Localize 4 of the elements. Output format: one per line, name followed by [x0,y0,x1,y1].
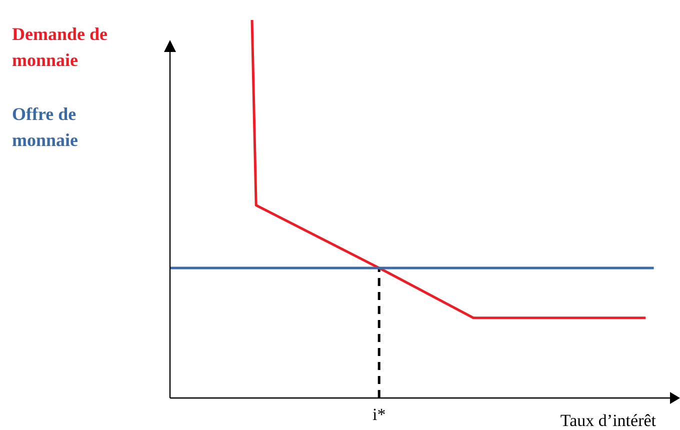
text: i* [372,405,386,424]
text: Demande de monnaie [12,24,108,70]
x-axis-title: Taux d’intérêt [560,411,656,430]
text: Offre de monnaie [12,104,78,150]
